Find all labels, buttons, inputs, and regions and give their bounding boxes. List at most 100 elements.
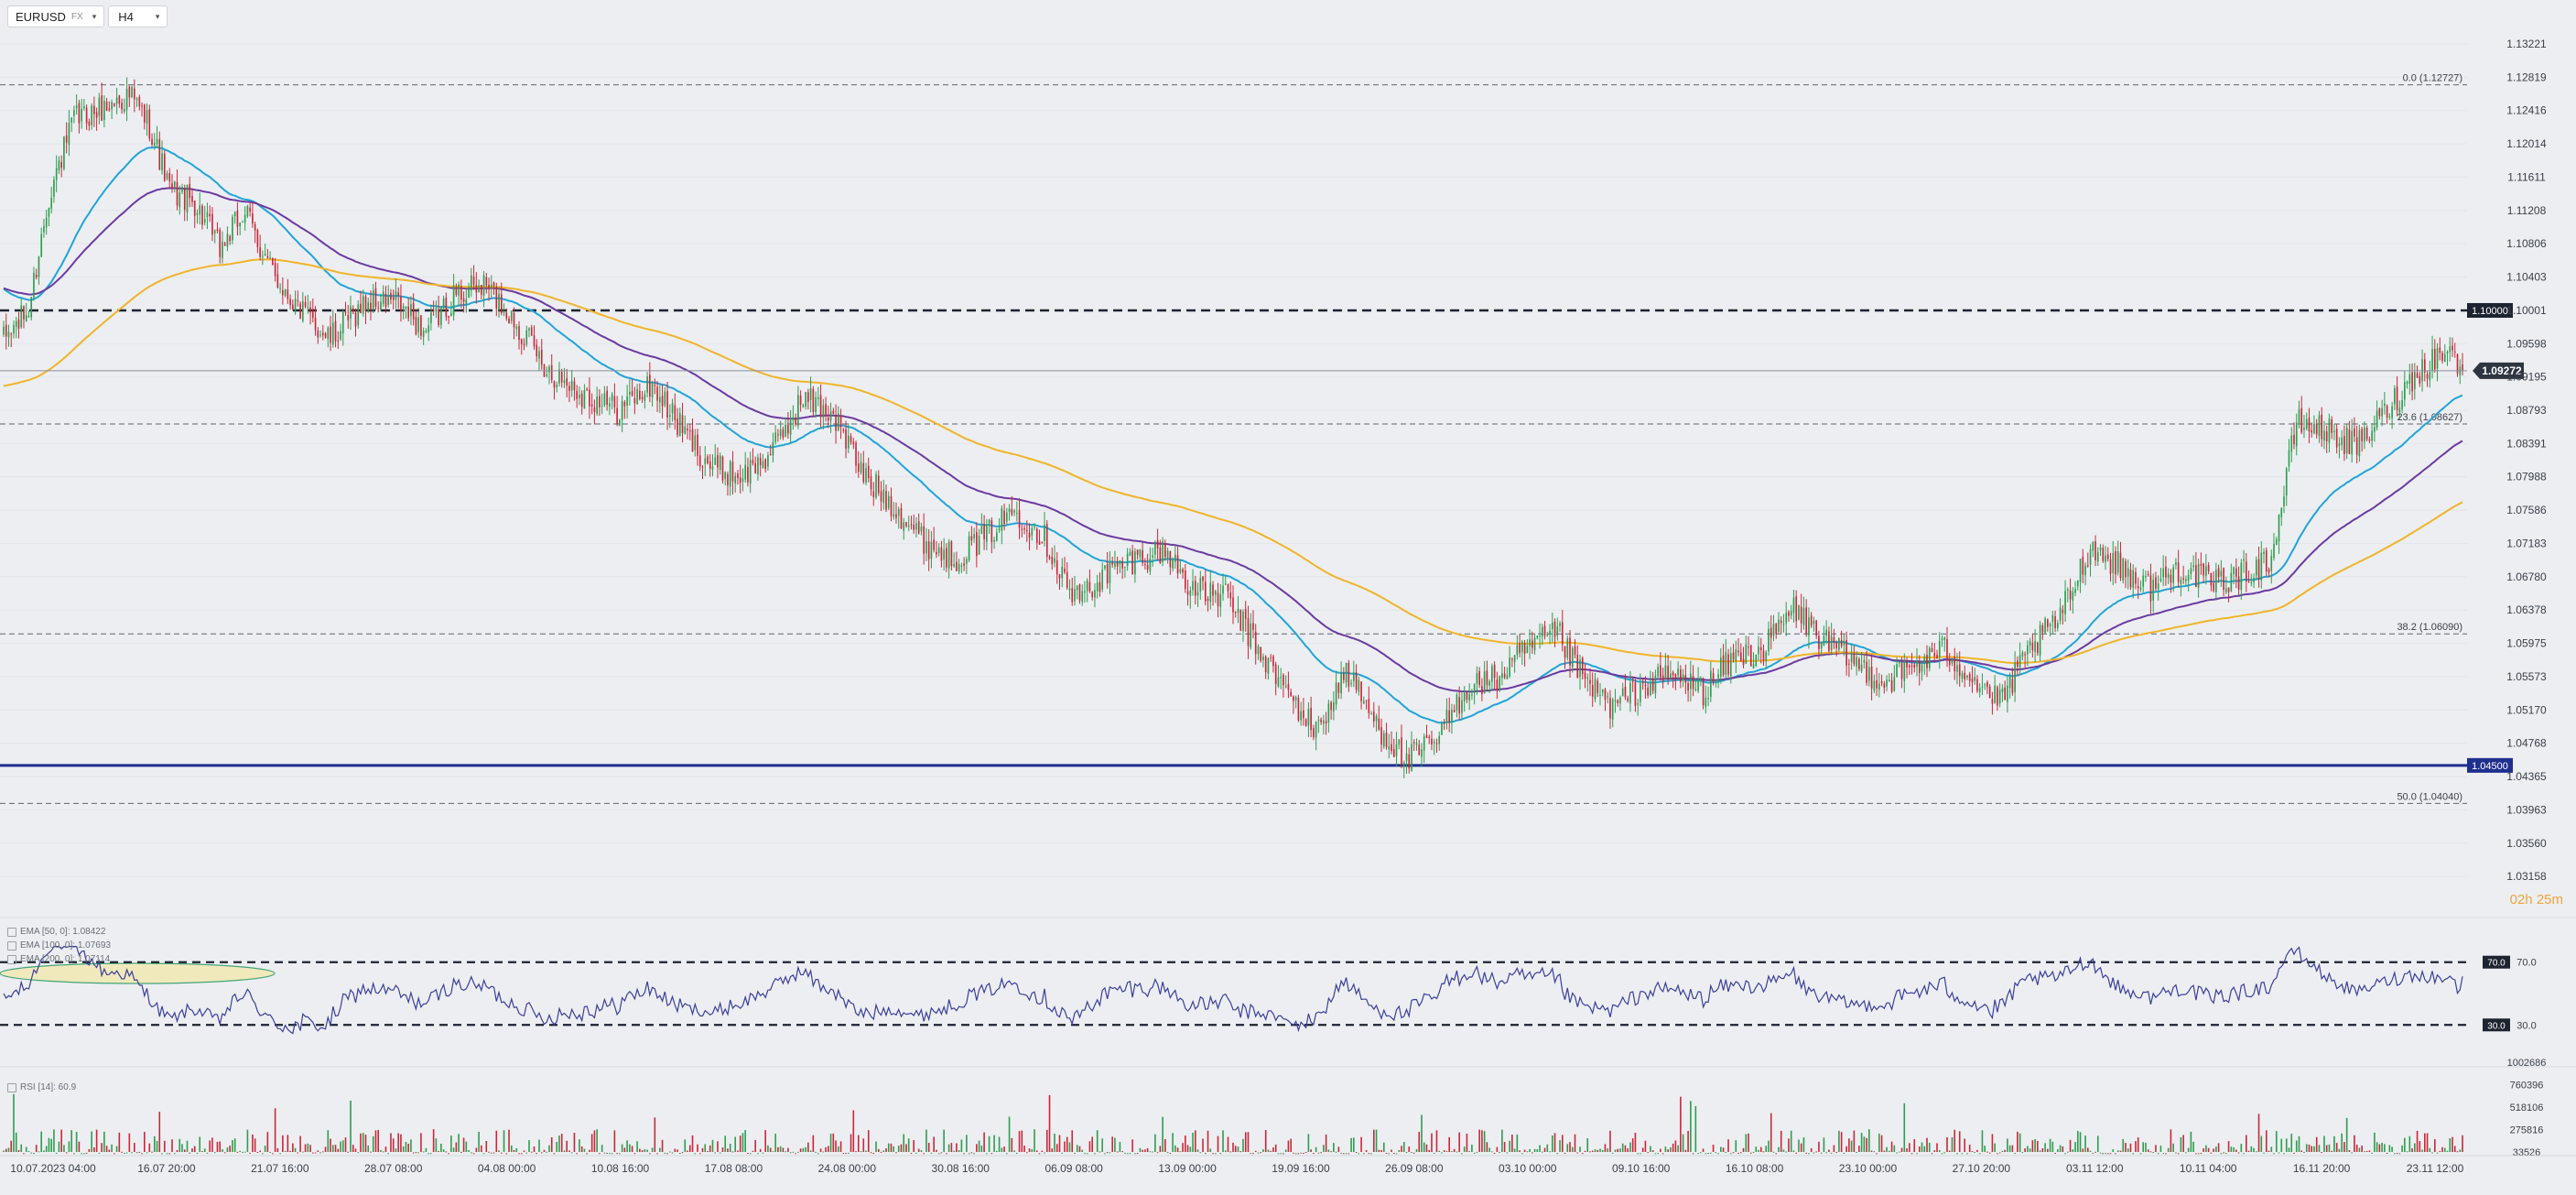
volume-bar bbox=[1951, 1136, 1954, 1152]
candle-body bbox=[1262, 656, 1264, 661]
volume-bar bbox=[1388, 1153, 1391, 1155]
volume-bar bbox=[1074, 1153, 1076, 1155]
volume-bar bbox=[1217, 1135, 1219, 1152]
candle-body bbox=[785, 424, 786, 437]
candle-body bbox=[2105, 555, 2106, 562]
candle-body bbox=[1423, 736, 1425, 751]
volume-bar bbox=[2318, 1145, 2321, 1152]
candle-body bbox=[1499, 676, 1500, 690]
volume-bar bbox=[118, 1132, 121, 1152]
volume-bar bbox=[2315, 1136, 2318, 1152]
candle-body bbox=[2421, 359, 2423, 382]
candle-body bbox=[2348, 429, 2351, 454]
volume-bar bbox=[1317, 1152, 1320, 1154]
candle-body bbox=[38, 256, 40, 277]
candle-body bbox=[757, 457, 759, 474]
candle-body bbox=[105, 101, 108, 111]
timeframe-selector[interactable]: H4 ▾ bbox=[108, 5, 168, 27]
candle-body bbox=[540, 349, 543, 365]
volume-bar bbox=[2044, 1143, 2046, 1152]
candle-body bbox=[2217, 568, 2220, 578]
volume-bar bbox=[1840, 1132, 1843, 1152]
time-axis-tick: 16.10 08:00 bbox=[1726, 1162, 1784, 1175]
volume-bar bbox=[1254, 1150, 1257, 1152]
candle-body bbox=[601, 405, 603, 407]
candle-body bbox=[317, 330, 319, 338]
candle-body bbox=[513, 312, 515, 328]
candle-body bbox=[2265, 549, 2268, 572]
volume-bar bbox=[1284, 1149, 1287, 1152]
volume-bar bbox=[769, 1147, 772, 1152]
candle-body bbox=[2331, 419, 2333, 433]
candle-body bbox=[1546, 634, 1549, 636]
candle-body bbox=[762, 461, 764, 468]
volume-bar bbox=[1146, 1147, 1149, 1152]
legend-rsi[interactable]: RSI [14]: 60.9 bbox=[7, 1081, 76, 1094]
volume-bar bbox=[491, 1152, 492, 1154]
rsi-legend: RSI [14]: 60.9 bbox=[7, 1081, 76, 1094]
volume-bar bbox=[2295, 1140, 2298, 1152]
candle-body bbox=[1402, 762, 1405, 766]
candle-body bbox=[1647, 687, 1649, 696]
candle-body bbox=[1003, 510, 1005, 524]
volume-bar bbox=[143, 1132, 146, 1152]
candle-body bbox=[711, 466, 714, 470]
candle-body bbox=[568, 386, 570, 391]
candle-body bbox=[1800, 606, 1802, 624]
volume-bar bbox=[1270, 1150, 1272, 1152]
volume-bar bbox=[254, 1138, 256, 1152]
candle-body bbox=[1617, 700, 1619, 704]
volume-bar bbox=[1034, 1129, 1035, 1152]
volume-bar bbox=[2213, 1148, 2214, 1152]
candle-body bbox=[1759, 646, 1762, 651]
candle-body bbox=[1697, 678, 1699, 691]
candle-body bbox=[161, 153, 163, 171]
candle-body bbox=[420, 315, 422, 336]
volume-bar bbox=[1549, 1151, 1551, 1153]
volume-bar bbox=[1868, 1129, 1870, 1152]
volume-bar bbox=[1111, 1136, 1113, 1152]
candle-body bbox=[98, 97, 101, 116]
volume-bar bbox=[1848, 1138, 1850, 1152]
volume-bar bbox=[1488, 1147, 1490, 1152]
volume-bar bbox=[2175, 1152, 2177, 1154]
volume-bar bbox=[1185, 1135, 1186, 1152]
volume-bar bbox=[2127, 1148, 2129, 1152]
volume-bar bbox=[1297, 1153, 1300, 1155]
volume-bar bbox=[2421, 1149, 2423, 1152]
legend-ema-50-label: EMA [50, 0]: 1.08422 bbox=[20, 927, 106, 937]
volume-bar bbox=[839, 1141, 842, 1152]
legend-ema-100[interactable]: EMA [100, 0]: 1.07693 bbox=[7, 939, 111, 952]
candle-body bbox=[805, 392, 806, 407]
candle-body bbox=[1921, 664, 1923, 672]
candle-body bbox=[480, 285, 482, 295]
symbol-selector[interactable]: EURUSD FX ▾ bbox=[7, 5, 105, 27]
volume-bar bbox=[621, 1144, 623, 1152]
legend-ema-50[interactable]: EMA [50, 0]: 1.08422 bbox=[7, 925, 111, 939]
volume-bar bbox=[2099, 1152, 2102, 1154]
volume-bar bbox=[1402, 1142, 1405, 1152]
volume-bar bbox=[1880, 1135, 1883, 1152]
volume-bar bbox=[347, 1151, 350, 1153]
candle-body bbox=[458, 284, 460, 296]
candle-body bbox=[1184, 570, 1186, 589]
volume-bar bbox=[787, 1147, 789, 1152]
volume-bar bbox=[222, 1149, 223, 1152]
volume-bar bbox=[2197, 1153, 2200, 1155]
volume-bar bbox=[1553, 1133, 1556, 1152]
candle-body bbox=[2328, 418, 2331, 443]
volume-bar bbox=[709, 1145, 711, 1152]
candle-body bbox=[95, 112, 98, 118]
candle-body bbox=[1549, 630, 1551, 634]
volume-bar bbox=[1539, 1145, 1541, 1152]
volume-bar bbox=[2280, 1138, 2283, 1152]
volume-bar bbox=[272, 1153, 274, 1155]
candle-body bbox=[1938, 640, 1941, 657]
volume-bar bbox=[762, 1152, 764, 1154]
volume-bar bbox=[505, 1153, 508, 1155]
legend-ema-200[interactable]: EMA [200, 0]: 1.07114 bbox=[7, 952, 111, 966]
candle-body bbox=[1521, 641, 1523, 653]
candle-body bbox=[354, 312, 357, 327]
candle-body bbox=[789, 420, 792, 435]
